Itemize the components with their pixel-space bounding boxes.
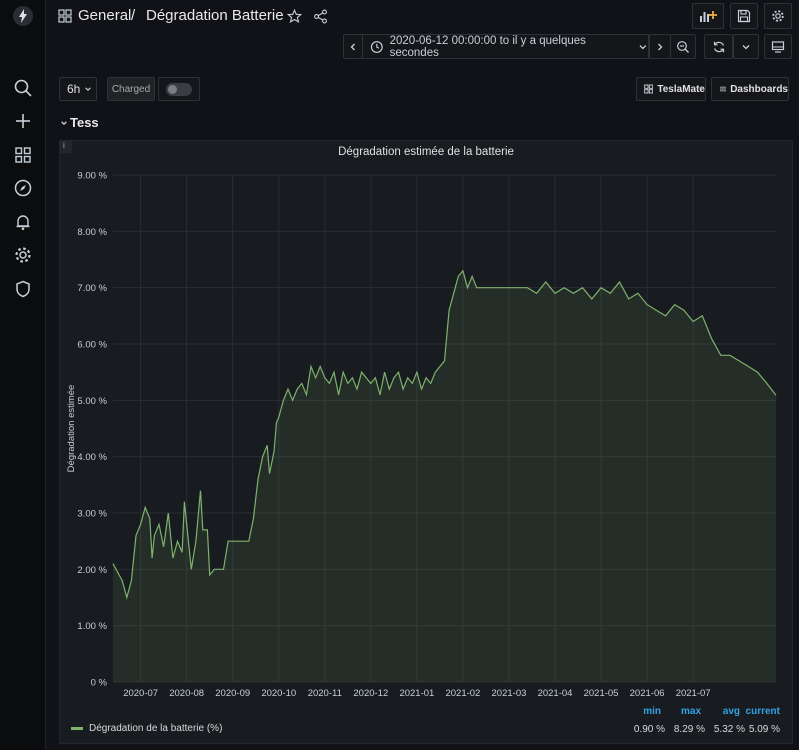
create-plus-icon[interactable] — [13, 111, 33, 131]
teslamate-link-label: TeslaMate — [657, 83, 705, 95]
dashboard-grid-icon — [58, 9, 72, 23]
save-icon — [737, 9, 751, 23]
zoom-out-button[interactable] — [670, 34, 696, 59]
clock-icon — [370, 40, 383, 53]
refresh-button[interactable] — [704, 34, 733, 59]
chevron-down-icon — [742, 44, 750, 49]
dashboards-link[interactable]: Dashboards — [711, 77, 789, 101]
chevron-down-icon — [61, 121, 67, 126]
toggle-track — [166, 82, 192, 96]
save-dashboard-button[interactable] — [730, 3, 758, 29]
panel-info-icon[interactable]: i — [60, 141, 72, 153]
legend-header-max[interactable]: max — [680, 706, 701, 717]
gear-icon — [772, 10, 784, 22]
legend-header-min[interactable]: min — [643, 706, 661, 717]
time-shift-forward-button[interactable] — [649, 34, 671, 59]
zoom-out-icon — [677, 40, 689, 53]
time-range-label: 2020-06-12 00:00:00 to il y a quelques s… — [389, 34, 586, 59]
add-panel-icon — [700, 11, 717, 22]
row-collapse-toggle[interactable]: Tess — [60, 115, 99, 130]
chevron-right-icon — [658, 43, 663, 50]
dashboard-grid-icon — [644, 84, 654, 94]
dashboard-settings-button[interactable] — [764, 3, 792, 29]
sidebar — [0, 0, 46, 750]
legend-header-avg[interactable]: avg — [722, 706, 740, 717]
row-title: Tess — [70, 115, 99, 130]
breadcrumb-folder[interactable]: General — [78, 7, 132, 24]
legend-value-max: 8.29 % — [673, 724, 705, 735]
legend-series[interactable]: Dégradation de la batterie (%) — [71, 723, 222, 734]
view-mode-button[interactable] — [764, 34, 792, 59]
graph-panel: i Dégradation estimée de la batterie — [59, 140, 793, 744]
panel-info-text: i — [63, 141, 65, 150]
legend-series-label: Dégradation de la batterie (%) — [89, 723, 223, 734]
breadcrumb-separator: / — [131, 7, 136, 24]
chevron-left-icon — [350, 43, 355, 50]
share-icon[interactable] — [313, 9, 328, 24]
interval-variable-select[interactable]: 6h — [59, 77, 97, 101]
panel-title[interactable]: Dégradation estimée de la batterie — [338, 146, 514, 158]
charged-label-text: Charged — [111, 83, 151, 95]
legend-swatch — [71, 727, 83, 730]
page-title[interactable]: Dégradation Batterie — [146, 7, 284, 24]
dashboards-grid-icon[interactable] — [13, 145, 33, 165]
grafana-logo-icon[interactable] — [11, 4, 35, 28]
interval-value: 6h — [67, 82, 81, 96]
menu-bars-icon — [720, 86, 727, 92]
refresh-icon — [713, 41, 724, 52]
dashboards-link-label: Dashboards — [730, 83, 788, 95]
legend-value-current: 5.09 % — [748, 724, 780, 735]
legend-value-avg: 5.32 % — [713, 724, 745, 735]
time-range-picker[interactable]: 2020-06-12 00:00:00 to il y a quelques s… — [362, 34, 649, 59]
alerting-bell-icon[interactable] — [13, 212, 33, 232]
server-admin-shield-icon[interactable] — [13, 279, 33, 299]
search-icon[interactable] — [13, 78, 33, 98]
refresh-interval-dropdown[interactable] — [733, 34, 759, 59]
legend-value-min: 0.90 % — [633, 724, 665, 735]
explore-compass-icon[interactable] — [13, 178, 33, 198]
teslamate-link[interactable]: TeslaMate — [636, 77, 706, 101]
monitor-icon — [771, 40, 785, 53]
star-icon[interactable] — [286, 8, 303, 24]
legend-header-current[interactable]: current — [745, 706, 780, 717]
charged-toggle[interactable] — [158, 77, 200, 101]
chevron-down-icon — [639, 44, 647, 49]
charged-variable-label: Charged — [107, 77, 155, 101]
chevron-down-icon — [85, 87, 92, 91]
time-shift-back-button[interactable] — [343, 34, 363, 59]
configuration-gear-icon[interactable] — [13, 245, 33, 265]
toggle-knob — [168, 84, 177, 94]
add-panel-button[interactable] — [692, 3, 724, 29]
